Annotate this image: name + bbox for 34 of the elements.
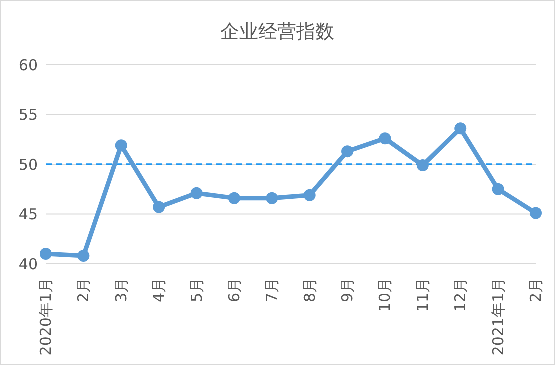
point [304, 189, 316, 202]
point [492, 183, 504, 196]
chart-title: 企业经营指数 [220, 20, 336, 45]
y-tick-label: 40 [18, 255, 38, 274]
x-tick-label: 9月 [338, 278, 357, 303]
point [228, 192, 240, 204]
point [190, 187, 203, 200]
x-tick-label: 2月 [527, 278, 545, 303]
x-tick-label: 12月 [452, 278, 470, 312]
point [115, 140, 128, 152]
x-tick-label: 2月 [74, 278, 93, 303]
x-tick-label: 10月 [376, 278, 394, 312]
x-tick-label: 3月 [112, 278, 130, 303]
y-tick-label: 55 [18, 106, 38, 124]
point [266, 192, 278, 204]
y-tick-label: 50 [18, 156, 38, 174]
y-tick-label: 45 [18, 206, 38, 224]
x-tick-label: 2020年1月 [37, 278, 55, 356]
point [153, 201, 166, 214]
point [379, 132, 392, 145]
x-tick-label: 6月 [225, 278, 244, 303]
x-tick-label: 7月 [263, 278, 282, 303]
x-tick-label: 4月 [150, 278, 168, 303]
point [454, 122, 467, 135]
x-tick-label: 11月 [414, 278, 432, 312]
point [530, 207, 542, 220]
point [416, 159, 429, 172]
x-tick-label: 2021年1月 [489, 278, 508, 356]
point [342, 146, 354, 158]
x-tick-label: 8月 [300, 278, 319, 303]
point [78, 250, 90, 262]
x-tick-label: 5月 [188, 278, 206, 303]
point [40, 248, 52, 260]
y-tick-label: 60 [18, 56, 38, 74]
